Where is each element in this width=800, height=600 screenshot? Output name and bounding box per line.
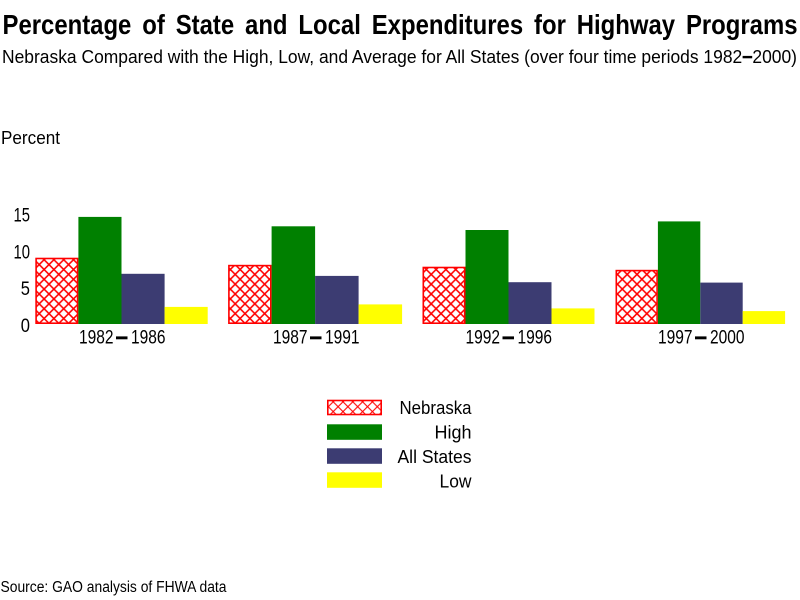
svg-text:1992: 1992 bbox=[466, 327, 501, 348]
svg-text:1986: 1986 bbox=[131, 327, 166, 348]
svg-text:0: 0 bbox=[21, 316, 30, 337]
svg-text:1997: 1997 bbox=[658, 327, 693, 348]
svg-text:High: High bbox=[434, 422, 471, 442]
svg-text:1991: 1991 bbox=[325, 327, 360, 348]
svg-text:1982: 1982 bbox=[79, 327, 114, 348]
svg-text:Percent: Percent bbox=[1, 128, 60, 148]
svg-text:2000: 2000 bbox=[710, 327, 745, 348]
svg-text:Low: Low bbox=[440, 472, 473, 492]
svg-text:5: 5 bbox=[21, 279, 30, 300]
svg-text:Nebraska: Nebraska bbox=[400, 398, 473, 418]
svg-text:15: 15 bbox=[14, 206, 31, 227]
svg-text:Nebraska Compared with the Hig: Nebraska Compared with the High, Low, an… bbox=[2, 46, 797, 67]
svg-text:1987: 1987 bbox=[273, 327, 308, 348]
svg-text:All States: All States bbox=[398, 447, 472, 467]
svg-text:Source: GAO analysis of FHWA d: Source: GAO analysis of FHWA data bbox=[1, 579, 227, 596]
svg-text:Percentage of State and Local: Percentage of State and Local Expenditur… bbox=[3, 9, 798, 40]
svg-text:1996: 1996 bbox=[518, 327, 553, 348]
svg-text:10: 10 bbox=[14, 242, 31, 263]
